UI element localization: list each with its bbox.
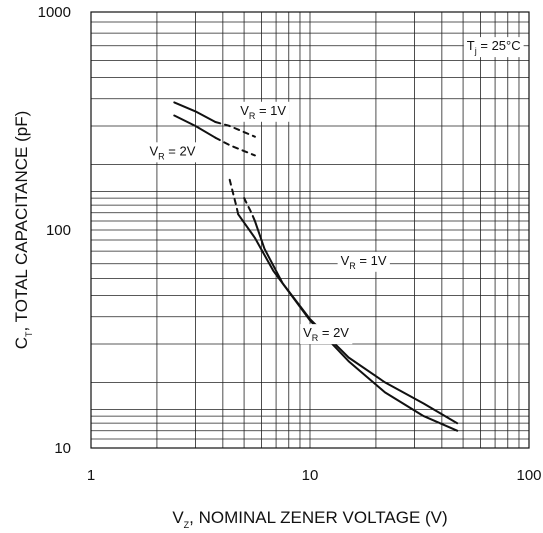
series-2-solid-segment: [173, 114, 217, 139]
x-tick-label: 100: [516, 467, 541, 484]
plot-frame: [90, 11, 530, 449]
y-axis-title-rest: , TOTAL CAPACITANCE (pF): [12, 111, 31, 332]
x-axis-title: VZ, NOMINAL ZENER VOLTAGE (V): [172, 508, 447, 530]
series-1-dashed-segment: [214, 121, 256, 138]
curve-label-main: V: [150, 143, 159, 158]
y-tick-label: 100: [46, 222, 71, 239]
curve-label-sub: R: [158, 151, 165, 161]
x-tick-label: 1: [87, 467, 95, 484]
curve-label-rest: = 1V: [255, 103, 286, 118]
curve-label-sub: j: [474, 46, 477, 56]
curve-label-text: VR = 1V: [341, 253, 387, 271]
series-2-solid-segment: [237, 213, 459, 432]
y-tick-label: 1000: [38, 4, 71, 21]
curve-label-rest: = 2V: [318, 325, 349, 340]
curve-label: VR = 1V: [237, 101, 290, 122]
curve-label-main: V: [303, 325, 312, 340]
series-2-dashed-segment: [228, 178, 240, 216]
curve-label-text: VR = 2V: [150, 143, 196, 161]
y-axis-title: CT, TOTAL CAPACITANCE (pF): [12, 111, 34, 350]
curve-label-rest: = 25°C: [477, 38, 521, 53]
series-1-solid-segment: [173, 101, 217, 123]
x-axis-title-rest: , NOMINAL ZENER VOLTAGE (V): [189, 508, 448, 527]
curve-label-text: VR = 2V: [303, 325, 349, 343]
y-axis-title-sub: T: [24, 331, 34, 337]
x-tick-label: 10: [302, 467, 319, 484]
curve-label: VR = 2V: [146, 142, 199, 163]
curve-label: VR = 1V: [337, 251, 390, 272]
curve-label-sub: R: [349, 261, 356, 271]
curve-label: VR = 2V: [300, 324, 353, 345]
curve-label-background: [146, 142, 199, 163]
curve-label-main: T: [467, 38, 475, 53]
series-2-dashed-segment: [214, 136, 256, 157]
x-axis-title-sub: Z: [184, 520, 190, 530]
curve-label-sub: R: [312, 333, 319, 343]
curve-label-text: Tj = 25°C: [467, 38, 521, 56]
y-axis-title-main: C: [12, 337, 31, 349]
curve-label-background: [237, 101, 290, 122]
curve-label-background: [463, 37, 524, 58]
curve-label-rest: = 1V: [356, 253, 387, 268]
curve-label-rest: = 2V: [165, 143, 196, 158]
series-1-dashed-segment: [243, 197, 256, 222]
curve-label-text: VR = 1V: [240, 103, 286, 121]
curve-label-main: V: [240, 103, 249, 118]
curve-label-background: [300, 324, 353, 345]
tick-labels: 1 10 100 10 100 1000: [38, 4, 542, 484]
curve-label: Tj = 25°C: [463, 37, 524, 58]
grid-lines: [91, 12, 529, 448]
y-tick-label: 10: [54, 440, 71, 457]
curve-label-main: V: [341, 253, 350, 268]
curve-label-background: [337, 251, 390, 272]
curve-label-sub: R: [249, 111, 256, 121]
x-axis-title-main: V: [172, 508, 184, 527]
